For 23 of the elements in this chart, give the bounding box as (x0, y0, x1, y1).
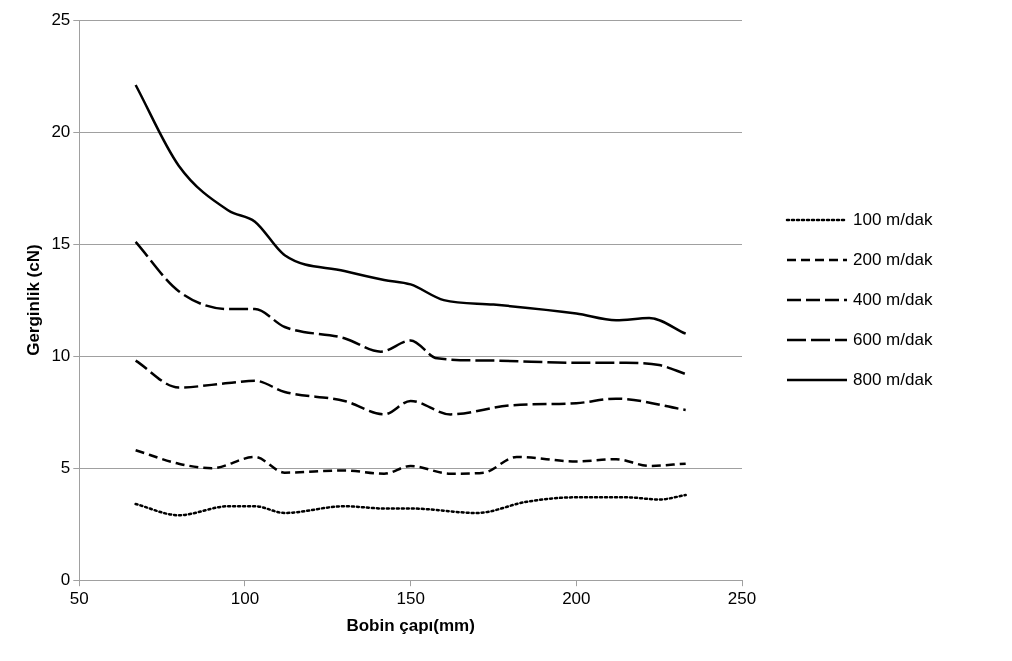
line-series (134, 359, 687, 416)
line-series (134, 83, 687, 335)
legend-label: 600 m/dak (853, 329, 933, 349)
y-tick-label: 15 (51, 233, 71, 253)
x-tick-label: 200 (562, 589, 591, 609)
x-tick-label: 50 (69, 589, 89, 609)
y-tick-label: 20 (51, 121, 71, 141)
x-tick-label: 150 (396, 589, 425, 609)
legend-label: 800 m/dak (853, 369, 933, 389)
y-tick-label: 5 (60, 457, 71, 477)
line-series (134, 448, 687, 476)
legend-label: 400 m/dak (853, 289, 933, 309)
y-tick-label: 10 (51, 345, 71, 365)
y-tick-label: 25 (51, 9, 71, 29)
x-axis-title: Bobin çapı(mm) (346, 616, 475, 636)
x-tick-label: 250 (727, 589, 757, 609)
line-series (134, 240, 687, 376)
y-tick-label: 0 (60, 569, 71, 589)
y-axis-title: Gerginlik (cN) (23, 244, 43, 356)
x-tick-label: 100 (230, 589, 260, 609)
legend-label: 200 m/dak (853, 249, 933, 269)
legend-label: 100 m/dak (853, 209, 933, 229)
line-series (134, 493, 687, 517)
